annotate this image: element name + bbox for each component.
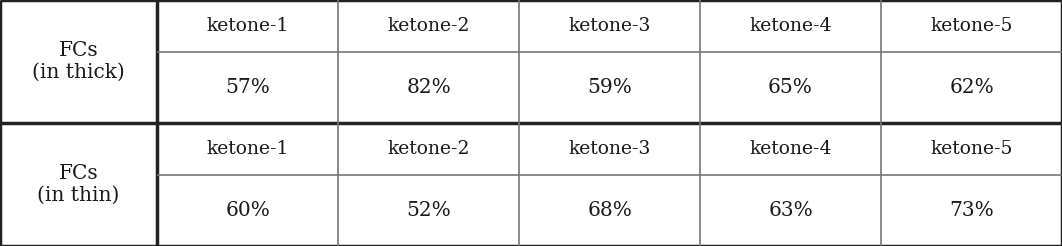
Text: FCs
(in thin): FCs (in thin): [37, 164, 120, 205]
Text: ketone-2: ketone-2: [388, 17, 469, 35]
Text: ketone-1: ketone-1: [206, 17, 289, 35]
Text: ketone-5: ketone-5: [930, 17, 1013, 35]
Text: 68%: 68%: [587, 201, 632, 220]
Text: 59%: 59%: [587, 78, 632, 97]
Text: FCs
(in thick): FCs (in thick): [32, 41, 125, 82]
Text: ketone-2: ketone-2: [388, 140, 469, 158]
Text: ketone-5: ketone-5: [930, 140, 1013, 158]
Text: ketone-4: ketone-4: [750, 17, 832, 35]
Text: ketone-4: ketone-4: [750, 140, 832, 158]
Text: 63%: 63%: [768, 201, 812, 220]
Text: 73%: 73%: [949, 201, 994, 220]
Text: 60%: 60%: [225, 201, 270, 220]
Text: 82%: 82%: [407, 78, 451, 97]
Text: 57%: 57%: [225, 78, 270, 97]
Text: 62%: 62%: [949, 78, 994, 97]
Text: ketone-1: ketone-1: [206, 140, 289, 158]
Text: 52%: 52%: [407, 201, 451, 220]
Text: ketone-3: ketone-3: [568, 140, 651, 158]
Text: ketone-3: ketone-3: [568, 17, 651, 35]
Text: 65%: 65%: [768, 78, 813, 97]
